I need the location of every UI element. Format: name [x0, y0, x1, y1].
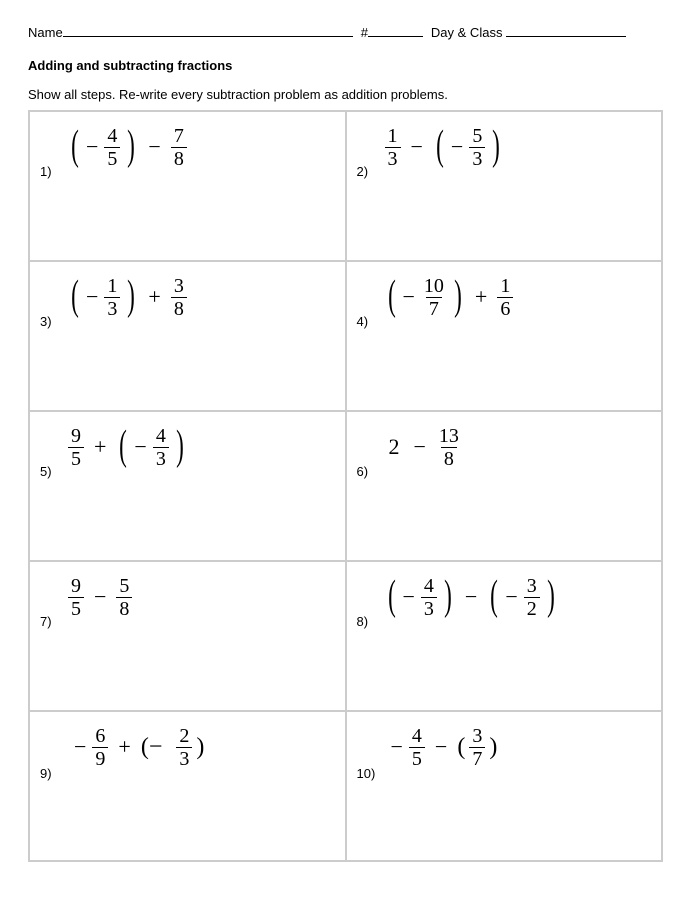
expression: 95−58	[68, 572, 132, 622]
right-paren: )	[176, 429, 184, 465]
fraction: 38	[171, 276, 187, 319]
left-paren: (	[490, 579, 498, 615]
operator: +	[469, 284, 493, 310]
problem-cell: 6) 2−138	[346, 411, 663, 561]
whole-number: 2	[385, 434, 404, 460]
fraction: 32	[524, 576, 540, 619]
fraction: 43	[421, 576, 437, 619]
fraction: 13	[104, 276, 120, 319]
problem-number: 3)	[40, 314, 52, 329]
expression: −45−(37)	[391, 722, 498, 772]
problem-cell: 5) 95+ (−43)	[29, 411, 346, 561]
expression: 95+ (−43)	[68, 422, 187, 472]
right-paren: )	[492, 129, 500, 165]
expression: (−45)−78	[68, 122, 187, 172]
problem-cell: 8)(−43)−(−32)	[346, 561, 663, 711]
left-paren: (	[71, 279, 79, 315]
right-paren: )	[547, 579, 555, 615]
dayclass-blank[interactable]	[506, 36, 626, 37]
problem-grid: 1)(−45)−782)13−(−53)3)(−13)+384)(−107)+1…	[28, 110, 663, 862]
right-paren: )	[444, 579, 452, 615]
problem-cell: 10)−45−(37)	[346, 711, 663, 861]
fraction: 53	[469, 126, 485, 169]
problem-number: 7)	[40, 614, 52, 629]
problem-number: 9)	[40, 766, 52, 781]
problem-number: 6)	[357, 464, 369, 479]
left-paren: (	[436, 129, 444, 165]
expression: (−13)+38	[68, 272, 187, 322]
problem-cell: 1)(−45)−78	[29, 111, 346, 261]
fraction: 45	[104, 126, 120, 169]
fraction: 78	[171, 126, 187, 169]
name-blank[interactable]	[63, 36, 353, 37]
expression: −69+(− 23)	[74, 722, 204, 772]
hash-blank[interactable]	[368, 36, 423, 37]
negative-sign: −	[391, 734, 403, 760]
fraction: 95	[68, 426, 84, 469]
page-title: Adding and subtracting fractions	[28, 58, 663, 73]
fraction: 107	[421, 276, 447, 319]
operator: +	[142, 284, 166, 310]
left-paren: (	[388, 279, 396, 315]
negative-sign: −	[134, 434, 146, 460]
problem-cell: 9) −69+(− 23)	[29, 711, 346, 861]
header-line: Name # Day & Class	[28, 25, 663, 40]
problem-number: 2)	[357, 164, 369, 179]
fraction: 23	[176, 726, 192, 769]
operator: −	[88, 584, 112, 610]
fraction: 37	[469, 726, 485, 769]
negative-sign: −	[505, 584, 517, 610]
problem-cell: 7) 95−58	[29, 561, 346, 711]
expression: (−43)−(−32)	[385, 572, 558, 622]
operator: −	[408, 434, 432, 460]
problem-number: 4)	[357, 314, 369, 329]
negative-sign: −	[403, 284, 415, 310]
fraction: 43	[153, 426, 169, 469]
negative-sign: −	[74, 734, 86, 760]
expression: 13−(−53)	[385, 122, 504, 172]
right-paren: )	[454, 279, 462, 315]
paren-text: (	[457, 734, 465, 761]
operator: −	[459, 584, 483, 610]
fraction: 69	[92, 726, 108, 769]
fraction: 95	[68, 576, 84, 619]
fraction: 16	[497, 276, 513, 319]
problem-number: 1)	[40, 164, 52, 179]
negative-sign: −	[86, 134, 98, 160]
operator: −	[429, 734, 453, 760]
dayclass-label: Day & Class	[431, 25, 503, 40]
right-paren: )	[128, 279, 136, 315]
problem-number: 5)	[40, 464, 52, 479]
fraction: 138	[436, 426, 462, 469]
paren-text: (−	[141, 734, 163, 761]
fraction: 58	[116, 576, 132, 619]
paren-text: )	[489, 734, 497, 761]
operator: +	[88, 434, 112, 460]
left-paren: (	[120, 429, 128, 465]
problem-cell: 2)13−(−53)	[346, 111, 663, 261]
hash-label: #	[361, 25, 368, 40]
expression: 2−138	[385, 422, 462, 472]
operator: −	[142, 134, 166, 160]
negative-sign: −	[403, 584, 415, 610]
name-label: Name	[28, 25, 63, 40]
problem-number: 10)	[357, 766, 376, 781]
problem-number: 8)	[357, 614, 369, 629]
fraction: 45	[409, 726, 425, 769]
paren-text: )	[196, 734, 204, 761]
expression: (−107) +16	[385, 272, 514, 322]
instructions: Show all steps. Re-write every subtracti…	[28, 87, 663, 102]
operator: +	[112, 734, 136, 760]
right-paren: )	[128, 129, 136, 165]
negative-sign: −	[451, 134, 463, 160]
left-paren: (	[71, 129, 79, 165]
operator: −	[405, 134, 429, 160]
problem-cell: 3) (−13)+38	[29, 261, 346, 411]
fraction: 13	[385, 126, 401, 169]
negative-sign: −	[86, 284, 98, 310]
left-paren: (	[388, 579, 396, 615]
problem-cell: 4) (−107) +16	[346, 261, 663, 411]
